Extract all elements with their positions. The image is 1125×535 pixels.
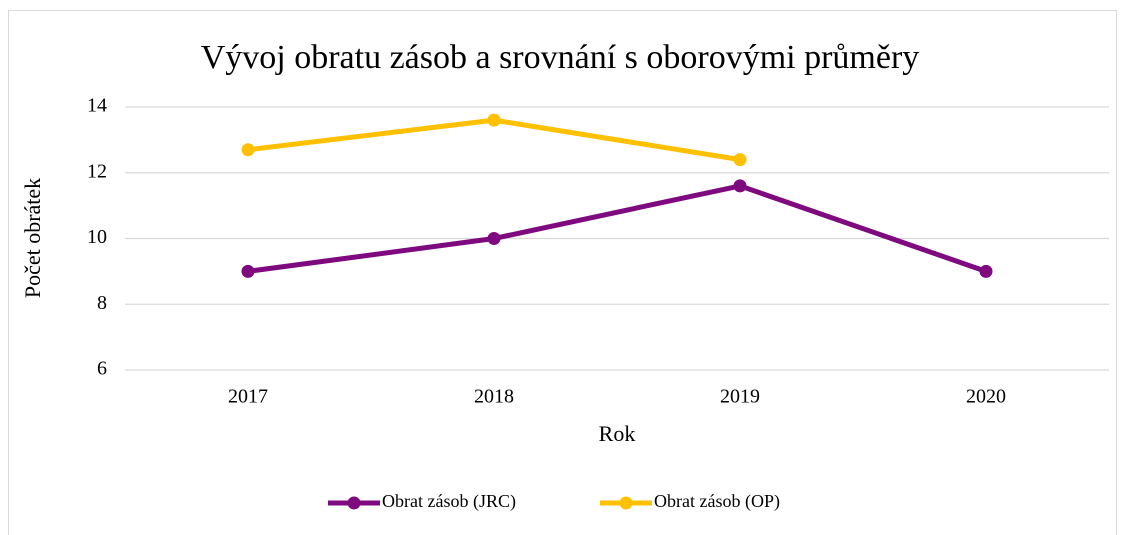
x-tick-label: 2018 bbox=[474, 386, 514, 408]
x-tick-label: 2019 bbox=[720, 386, 760, 408]
x-axis-label: Rok bbox=[599, 421, 636, 446]
legend-marker bbox=[347, 496, 361, 510]
point bbox=[733, 179, 747, 193]
chart-title: Vývoj obratu zásob a srovnání s oborovým… bbox=[201, 39, 920, 76]
point bbox=[241, 143, 255, 157]
point bbox=[487, 232, 501, 245]
y-tick-label: 14 bbox=[87, 95, 107, 117]
chart-frame bbox=[8, 10, 1117, 535]
y-axis-label: Počet obrátek bbox=[20, 178, 45, 298]
y-tick-label: 8 bbox=[97, 292, 107, 314]
point bbox=[241, 264, 255, 278]
legend-label: Obrat zásob (JRC) bbox=[382, 491, 516, 512]
y-tick-label: 12 bbox=[87, 160, 107, 182]
point bbox=[979, 264, 993, 278]
series-line bbox=[247, 183, 987, 274]
legend-marker bbox=[619, 496, 633, 510]
point bbox=[487, 113, 501, 127]
y-tick-label: 6 bbox=[97, 358, 107, 380]
legend-label: Obrat zásob (OP) bbox=[654, 491, 780, 512]
point bbox=[733, 153, 747, 167]
y-tick-label: 10 bbox=[87, 226, 107, 248]
x-tick-label: 2020 bbox=[966, 386, 1006, 408]
x-tick-label: 2017 bbox=[228, 386, 268, 408]
